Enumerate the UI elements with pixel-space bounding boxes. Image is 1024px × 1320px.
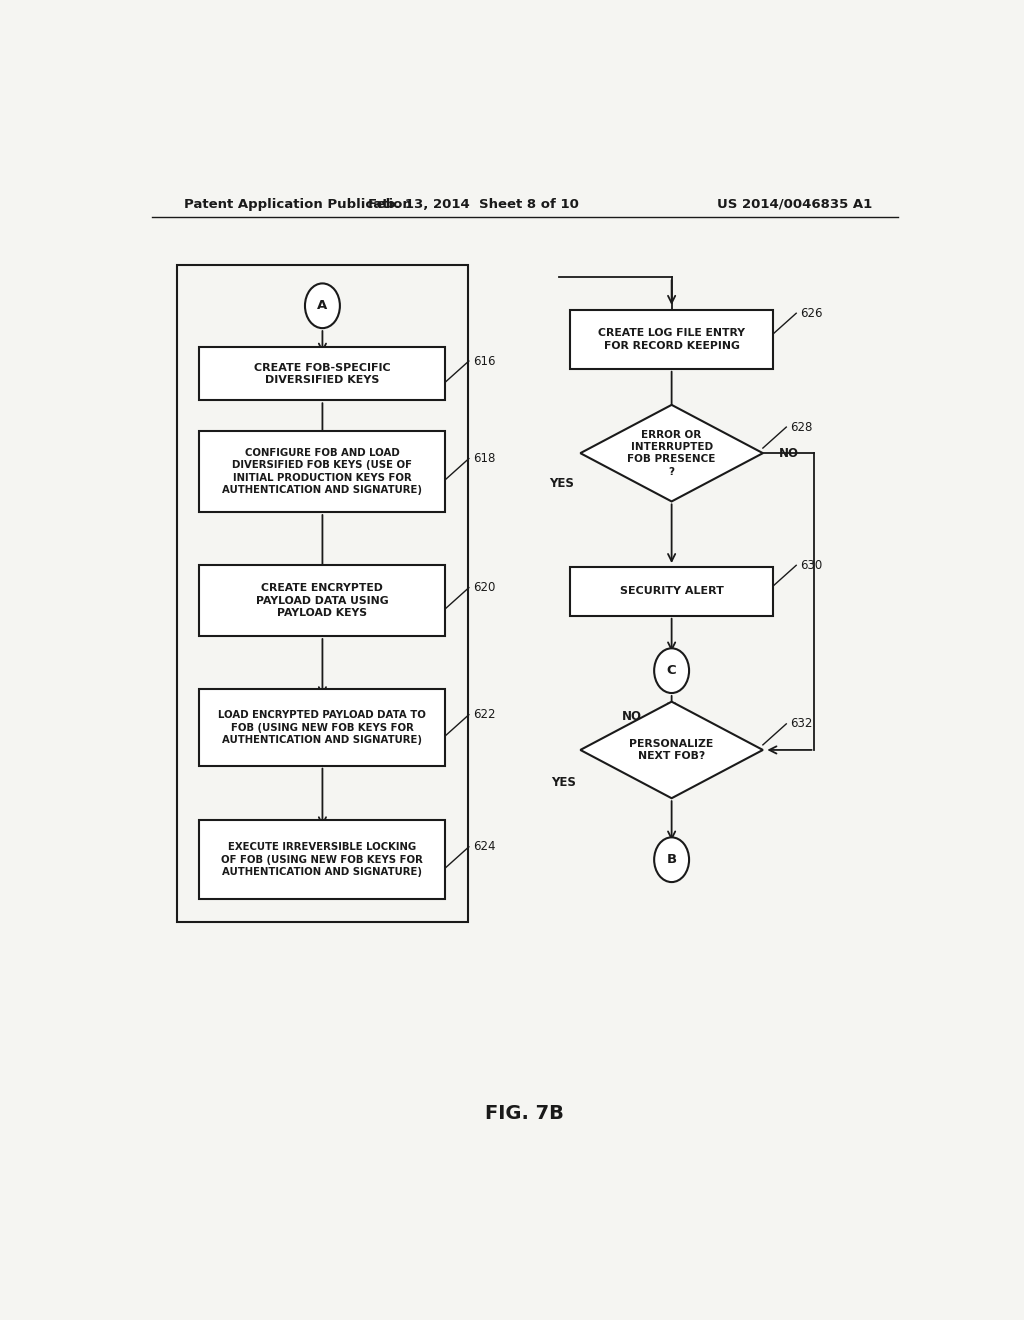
Text: 632: 632: [791, 717, 813, 730]
Text: B: B: [667, 853, 677, 866]
Text: 616: 616: [473, 355, 496, 367]
Text: A: A: [317, 300, 328, 313]
Circle shape: [305, 284, 340, 329]
Bar: [200, 689, 445, 766]
Text: 620: 620: [473, 581, 496, 594]
Circle shape: [654, 837, 689, 882]
Text: EXECUTE IRREVERSIBLE LOCKING
OF FOB (USING NEW FOB KEYS FOR
AUTHENTICATION AND S: EXECUTE IRREVERSIBLE LOCKING OF FOB (USI…: [221, 842, 423, 876]
Text: CREATE ENCRYPTED
PAYLOAD DATA USING
PAYLOAD KEYS: CREATE ENCRYPTED PAYLOAD DATA USING PAYL…: [256, 583, 389, 618]
Text: 622: 622: [473, 709, 496, 721]
Text: Patent Application Publication: Patent Application Publication: [183, 198, 412, 211]
Text: YES: YES: [549, 477, 574, 490]
Text: YES: YES: [552, 776, 577, 789]
Bar: [200, 347, 445, 400]
Text: LOAD ENCRYPTED PAYLOAD DATA TO
FOB (USING NEW FOB KEYS FOR
AUTHENTICATION AND SI: LOAD ENCRYPTED PAYLOAD DATA TO FOB (USIN…: [218, 710, 426, 744]
Text: 628: 628: [791, 421, 813, 433]
Text: NO: NO: [779, 446, 799, 459]
Bar: [200, 820, 445, 899]
Text: NO: NO: [622, 710, 642, 723]
Text: 618: 618: [473, 451, 496, 465]
Circle shape: [654, 648, 689, 693]
Text: CREATE FOB-SPECIFIC
DIVERSIFIED KEYS: CREATE FOB-SPECIFIC DIVERSIFIED KEYS: [254, 363, 391, 385]
Text: 626: 626: [800, 306, 822, 319]
Text: Feb. 13, 2014  Sheet 8 of 10: Feb. 13, 2014 Sheet 8 of 10: [368, 198, 579, 211]
Bar: [570, 568, 773, 616]
Bar: [200, 565, 445, 636]
Text: 624: 624: [473, 841, 496, 853]
Text: SECURITY ALERT: SECURITY ALERT: [620, 586, 724, 597]
Text: 630: 630: [800, 558, 822, 572]
Polygon shape: [581, 702, 763, 799]
Text: FIG. 7B: FIG. 7B: [485, 1105, 564, 1123]
Text: C: C: [667, 664, 677, 677]
Bar: [570, 310, 773, 368]
Text: PERSONALIZE
NEXT FOB?: PERSONALIZE NEXT FOB?: [630, 739, 714, 762]
Text: US 2014/0046835 A1: US 2014/0046835 A1: [717, 198, 872, 211]
Text: CREATE LOG FILE ENTRY
FOR RECORD KEEPING: CREATE LOG FILE ENTRY FOR RECORD KEEPING: [598, 329, 745, 351]
Bar: [200, 430, 445, 512]
Bar: [177, 265, 468, 921]
Text: CONFIGURE FOB AND LOAD
DIVERSIFIED FOB KEYS (USE OF
INITIAL PRODUCTION KEYS FOR
: CONFIGURE FOB AND LOAD DIVERSIFIED FOB K…: [222, 447, 423, 495]
Polygon shape: [581, 405, 763, 502]
Text: ERROR OR
INTERRUPTED
FOB PRESENCE
?: ERROR OR INTERRUPTED FOB PRESENCE ?: [628, 429, 716, 477]
